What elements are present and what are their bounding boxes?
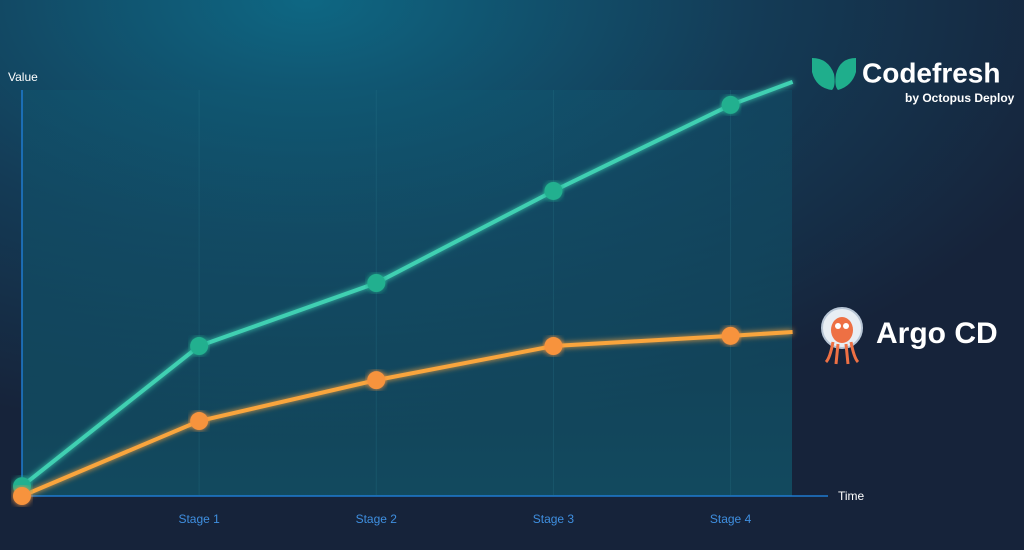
data-point bbox=[13, 487, 31, 505]
series-line bbox=[21, 329, 793, 498]
data-point bbox=[190, 412, 209, 431]
codefresh-logo bbox=[812, 58, 856, 90]
argo-logo bbox=[821, 307, 863, 365]
plot-area bbox=[22, 90, 792, 496]
data-point bbox=[721, 95, 740, 114]
axis-label: Value bbox=[8, 70, 38, 84]
data-point bbox=[544, 337, 563, 356]
data-point bbox=[367, 371, 386, 390]
x-tick-label: Stage 4 bbox=[710, 512, 752, 526]
x-tick-label: Stage 1 bbox=[178, 512, 220, 526]
data-point bbox=[190, 337, 209, 356]
data-point bbox=[544, 181, 563, 200]
axis-label: Time bbox=[838, 489, 865, 503]
legend-label: Codefresh bbox=[862, 57, 1000, 88]
legend-label: Argo CD bbox=[876, 317, 998, 350]
x-tick-label: Stage 2 bbox=[356, 512, 398, 526]
data-point bbox=[367, 274, 386, 292]
data-point bbox=[721, 326, 740, 345]
legend-tagline: by Octopus Deploy bbox=[905, 91, 1015, 105]
x-tick-label: Stage 3 bbox=[533, 512, 575, 526]
series-line bbox=[20, 80, 794, 488]
